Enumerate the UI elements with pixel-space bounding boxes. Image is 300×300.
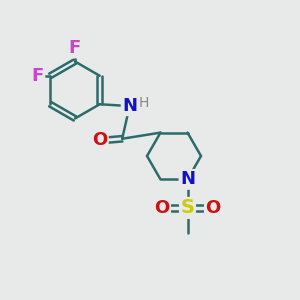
Text: F: F: [69, 39, 81, 57]
Text: F: F: [32, 67, 44, 85]
Text: O: O: [206, 199, 220, 217]
Text: O: O: [154, 199, 169, 217]
Text: S: S: [181, 198, 194, 218]
Text: N: N: [180, 170, 195, 188]
Text: N: N: [122, 97, 137, 115]
Text: H: H: [139, 96, 149, 110]
Text: O: O: [92, 131, 107, 149]
